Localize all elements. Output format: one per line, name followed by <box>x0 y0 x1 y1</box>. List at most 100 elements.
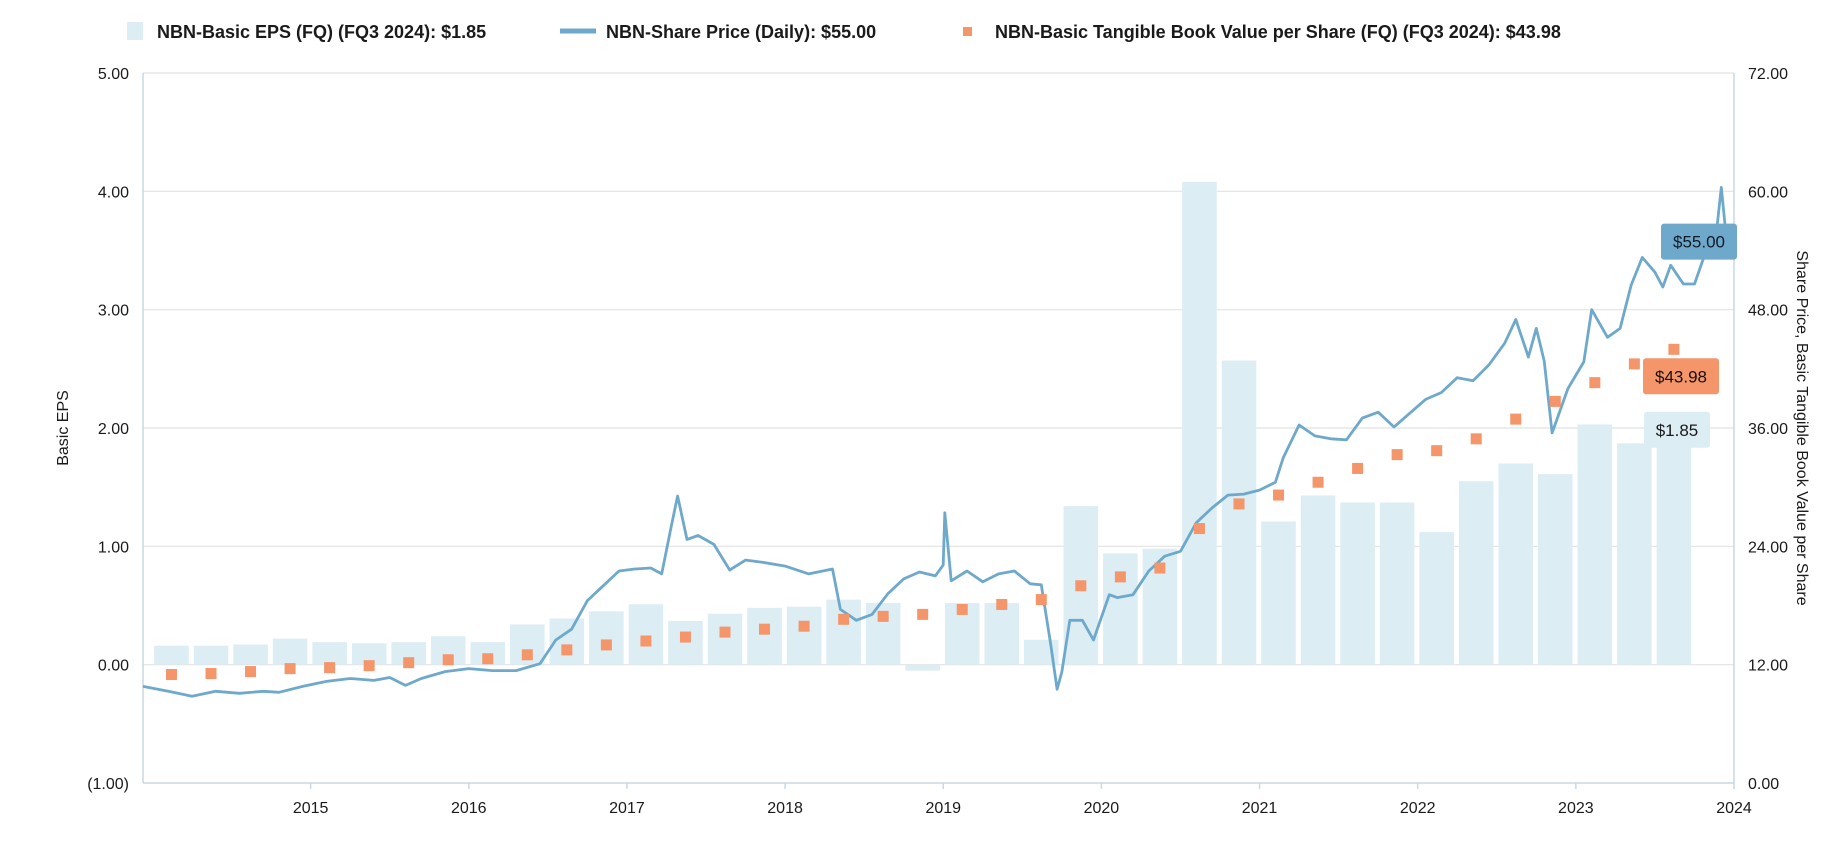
tbv-marker <box>600 639 612 651</box>
tbv-marker <box>1233 498 1245 510</box>
x-tick-label: 2015 <box>293 800 329 817</box>
eps-bar <box>1379 502 1415 665</box>
tbv-marker <box>1114 571 1126 583</box>
value-callout-label: $43.98 <box>1655 367 1707 386</box>
tbv-marker <box>679 631 691 643</box>
y-tick-label-right: 12.00 <box>1748 658 1788 675</box>
tbv-marker <box>996 599 1008 611</box>
legend-label-eps: NBN-Basic EPS (FQ) (FQ3 2024): $1.85 <box>157 22 486 42</box>
legend-label-price: NBN-Share Price (Daily): $55.00 <box>606 22 876 42</box>
gridlines <box>143 72 1734 666</box>
y-axis-title-left: Basic EPS <box>55 390 72 466</box>
tbv-marker <box>1628 358 1640 370</box>
x-tick-label: 2024 <box>1716 800 1752 817</box>
y-tick-label-left: (1.00) <box>87 776 129 793</box>
eps-bar <box>1498 463 1534 665</box>
tbv-marker <box>165 669 177 681</box>
eps-bar <box>589 611 624 665</box>
tbv-marker <box>640 635 652 647</box>
value-callout-label: $1.85 <box>1656 421 1699 440</box>
eps-bars <box>154 181 1692 671</box>
x-tick-label: 2023 <box>1558 800 1594 817</box>
y-axis-title-right: Share Price, Basic Tangible Book Value p… <box>1793 250 1810 605</box>
tbv-marker <box>205 668 217 680</box>
y-tick-label-right: 72.00 <box>1748 66 1788 83</box>
x-tick-label: 2018 <box>767 800 803 817</box>
x-tick-label: 2020 <box>1084 800 1120 817</box>
tbv-marker <box>877 610 889 622</box>
eps-bar <box>668 620 703 665</box>
tbv-marker <box>561 644 573 656</box>
eps-bar <box>312 642 347 665</box>
value-callout-box <box>1661 223 1737 260</box>
eps-bar <box>1577 424 1613 665</box>
axes <box>142 73 1735 784</box>
share-price-series-line <box>142 186 1735 698</box>
eps-bar <box>193 645 229 665</box>
tbv-marker <box>521 649 533 661</box>
x-tick-label: 2017 <box>609 800 645 817</box>
chart-legend: NBN-Basic EPS (FQ) (FQ3 2024): $1.85 NBN… <box>127 22 1561 42</box>
tbv-marker <box>284 663 296 675</box>
eps-bar <box>1103 553 1138 665</box>
eps-bar <box>628 604 664 665</box>
tbv-marker <box>917 608 929 620</box>
eps-bar <box>1261 521 1296 665</box>
legend-swatch-tbv <box>963 27 972 36</box>
tbv-marker <box>403 657 415 669</box>
eps-bar <box>707 613 743 665</box>
eps-bar <box>905 664 940 671</box>
tbv-marker <box>719 626 731 638</box>
eps-bar <box>154 645 189 665</box>
eps-bar <box>1538 474 1573 665</box>
tbv-marker <box>1154 562 1166 574</box>
y-tick-label-left: 5.00 <box>98 66 129 83</box>
eps-bar <box>233 644 268 665</box>
tbv-marker <box>1589 377 1601 389</box>
tbv-marker <box>759 623 771 635</box>
x-tick-label: 2021 <box>1242 800 1278 817</box>
y-tick-label-right: 0.00 <box>1748 776 1779 793</box>
x-tick-label: 2022 <box>1400 800 1436 817</box>
eps-bar <box>1340 502 1375 665</box>
eps-bar <box>1617 443 1652 665</box>
tbv-marker <box>1510 413 1522 425</box>
x-tick-label: 2019 <box>925 800 961 817</box>
x-tick-label: 2016 <box>451 800 487 817</box>
tbv-marker <box>1075 580 1087 592</box>
y-tick-label-left: 2.00 <box>98 421 129 438</box>
value-callouts: $55.00 $43.98 $1.85 <box>1643 223 1737 448</box>
eps-bar <box>747 607 782 665</box>
tbv-marker <box>442 654 454 666</box>
share-price-line <box>142 186 1735 698</box>
eps-bar <box>391 642 426 665</box>
value-callout-box <box>1644 411 1710 448</box>
legend-label-tbv: NBN-Basic Tangible Book Value per Share … <box>995 22 1561 42</box>
eps-bar <box>826 599 861 665</box>
y-tick-label-right: 36.00 <box>1748 421 1788 438</box>
eps-bar <box>1182 181 1217 665</box>
eps-bar <box>351 643 387 665</box>
y-tick-label-right: 48.00 <box>1748 303 1788 320</box>
tbv-marker <box>1193 523 1205 535</box>
y-tick-label-left: 0.00 <box>98 658 129 675</box>
legend-swatch-eps <box>127 22 143 40</box>
eps-bar <box>984 603 1020 665</box>
tick-labels: (1.00) 0.00 1.00 2.00 3.00 4.00 5.00 0.00 12.00 2… <box>87 66 1788 817</box>
tbv-marker <box>482 653 494 665</box>
tbv-marker <box>324 662 336 674</box>
value-callout-label: $55.00 <box>1673 233 1725 252</box>
tbv-marker <box>1549 395 1561 407</box>
tbv-marker <box>1431 445 1443 457</box>
eps-bar <box>272 638 308 665</box>
tbv-marker <box>1035 594 1047 606</box>
tbv-marker <box>1312 476 1324 488</box>
eps-bar <box>786 606 822 665</box>
tbv-marker <box>245 666 257 678</box>
y-tick-label-right: 24.00 <box>1748 539 1788 556</box>
y-tick-label-right: 60.00 <box>1748 184 1788 201</box>
eps-bar <box>1458 481 1494 665</box>
tbv-marker <box>838 613 850 625</box>
tbv-marker <box>1352 462 1364 474</box>
